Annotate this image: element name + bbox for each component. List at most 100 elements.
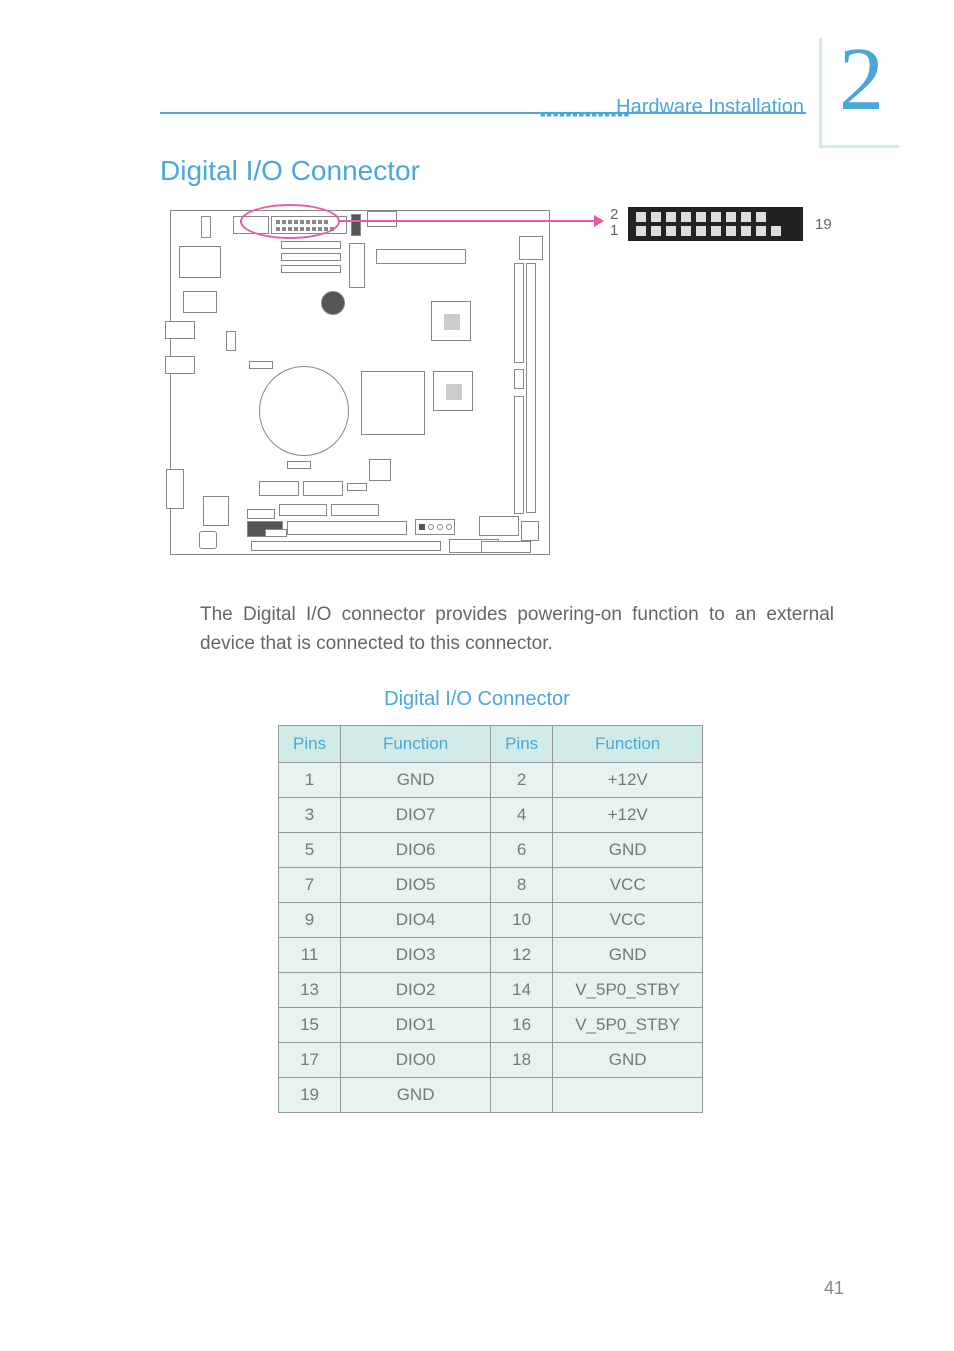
pin-cell: 19 — [279, 1078, 341, 1113]
cpu-socket — [259, 366, 349, 456]
table-row: 19GND — [279, 1078, 703, 1113]
board-component — [265, 529, 287, 537]
ram-slot — [514, 263, 524, 363]
pin-cell: 7 — [279, 868, 341, 903]
pin-cell: 17 — [279, 1043, 341, 1078]
function-cell: DIO5 — [341, 868, 491, 903]
function-cell: +12V — [553, 763, 703, 798]
board-component — [367, 211, 397, 227]
pin-cell: 10 — [491, 903, 553, 938]
ram-slot — [526, 263, 536, 513]
board-component — [281, 253, 341, 261]
pin-row-bottom — [636, 226, 781, 236]
function-cell — [553, 1078, 703, 1113]
chip-component — [433, 371, 473, 411]
function-cell: GND — [553, 938, 703, 973]
header-component — [331, 504, 379, 516]
port-component — [199, 531, 217, 549]
chapter-number: 2 — [839, 28, 884, 131]
board-component — [281, 265, 341, 273]
pin-cell: 5 — [279, 833, 341, 868]
table-title: Digital I/O Connector — [0, 688, 954, 711]
col-header-function: Function — [341, 726, 491, 763]
body-paragraph: The Digital I/O connector provides power… — [200, 600, 834, 659]
pin-cell: 8 — [491, 868, 553, 903]
pci-slot — [287, 521, 407, 535]
pin-cell: 18 — [491, 1043, 553, 1078]
header-component — [247, 509, 275, 519]
board-component — [351, 214, 361, 236]
motherboard-diagram: 2 1 19 — [170, 210, 870, 555]
pinout-table: Pins Function Pins Function 1GND2+12V3DI… — [278, 725, 703, 1113]
function-cell: GND — [341, 1078, 491, 1113]
function-cell: GND — [553, 833, 703, 868]
table-header-row: Pins Function Pins Function — [279, 726, 703, 763]
board-component — [281, 241, 341, 249]
board-component — [347, 483, 367, 491]
board-component — [179, 246, 221, 278]
pin-cell: 14 — [491, 973, 553, 1008]
col-header-function: Function — [553, 726, 703, 763]
motherboard-outline — [170, 210, 550, 555]
port-component — [165, 356, 195, 374]
table-row: 17DIO018GND — [279, 1043, 703, 1078]
pin-cell: 2 — [491, 763, 553, 798]
board-component — [287, 461, 311, 469]
function-cell: VCC — [553, 903, 703, 938]
col-header-pins: Pins — [279, 726, 341, 763]
pin-cell: 16 — [491, 1008, 553, 1043]
pin-cell: 11 — [279, 938, 341, 973]
table-row: 13DIO214V_5P0_STBY — [279, 973, 703, 1008]
chip-component — [431, 301, 471, 341]
table-row: 9DIO410VCC — [279, 903, 703, 938]
callout-arrow-head — [594, 215, 604, 227]
function-cell: VCC — [553, 868, 703, 903]
port-component — [166, 469, 184, 509]
connector-enlarged — [628, 207, 803, 241]
table-row: 7DIO58VCC — [279, 868, 703, 903]
function-cell: DIO6 — [341, 833, 491, 868]
highlight-circle — [240, 204, 340, 239]
pin-label-1: 1 — [610, 222, 618, 239]
pin-cell — [491, 1078, 553, 1113]
function-cell: DIO0 — [341, 1043, 491, 1078]
header-component — [259, 481, 299, 496]
pin-label-2: 2 — [610, 206, 618, 223]
function-cell: +12V — [553, 798, 703, 833]
function-cell: GND — [341, 763, 491, 798]
board-component — [183, 291, 217, 313]
function-cell: V_5P0_STBY — [553, 973, 703, 1008]
board-component — [519, 236, 543, 260]
breadcrumb: Hardware Installation — [616, 96, 804, 119]
northbridge-chip — [361, 371, 425, 435]
table-row: 3DIO74+12V — [279, 798, 703, 833]
function-cell: DIO7 — [341, 798, 491, 833]
header-component — [303, 481, 343, 496]
board-component — [249, 361, 273, 369]
header-component — [279, 504, 327, 516]
pin-cell: 6 — [491, 833, 553, 868]
col-header-pins: Pins — [491, 726, 553, 763]
table-row: 15DIO116V_5P0_STBY — [279, 1008, 703, 1043]
function-cell: DIO2 — [341, 973, 491, 1008]
table-row: 11DIO312GND — [279, 938, 703, 973]
pin-cell: 1 — [279, 763, 341, 798]
port-component — [165, 321, 195, 339]
header-component — [415, 519, 455, 535]
function-cell: V_5P0_STBY — [553, 1008, 703, 1043]
board-component — [514, 369, 524, 389]
board-component — [349, 243, 365, 288]
table-row: 1GND2+12V — [279, 763, 703, 798]
pin-cell: 4 — [491, 798, 553, 833]
function-cell: GND — [553, 1043, 703, 1078]
expansion-slot — [251, 541, 441, 551]
function-cell: DIO1 — [341, 1008, 491, 1043]
board-component — [521, 521, 539, 541]
pin-cell: 13 — [279, 973, 341, 1008]
expansion-slot — [481, 541, 531, 553]
board-component — [321, 291, 345, 315]
pin-cell: 9 — [279, 903, 341, 938]
port-component — [203, 496, 229, 526]
pin-cell: 3 — [279, 798, 341, 833]
chip-component — [369, 459, 391, 481]
